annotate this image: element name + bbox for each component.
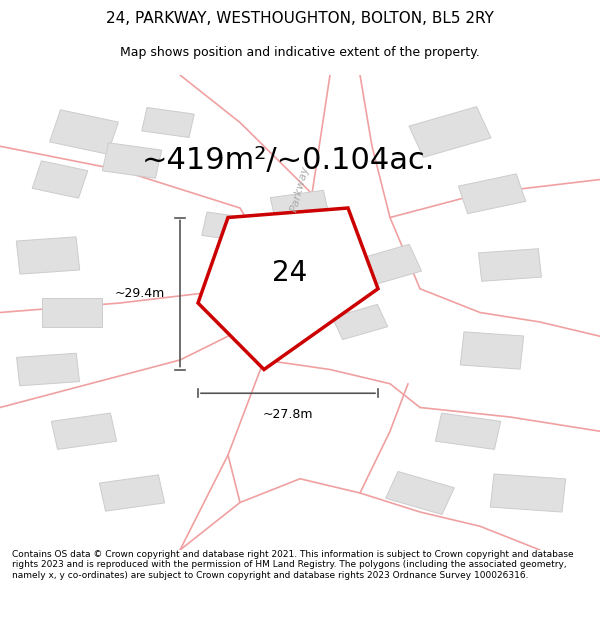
Polygon shape: [202, 212, 254, 242]
Polygon shape: [409, 107, 491, 158]
Text: 24: 24: [272, 259, 307, 287]
Polygon shape: [198, 208, 378, 369]
Polygon shape: [16, 237, 80, 274]
Polygon shape: [102, 142, 162, 178]
Polygon shape: [42, 298, 102, 327]
Polygon shape: [386, 471, 454, 514]
Text: Map shows position and indicative extent of the property.: Map shows position and indicative extent…: [120, 46, 480, 59]
Polygon shape: [460, 332, 524, 369]
Polygon shape: [332, 304, 388, 339]
Text: Parkway: Parkway: [289, 165, 311, 213]
Polygon shape: [270, 190, 330, 226]
Text: Contains OS data © Crown copyright and database right 2021. This information is : Contains OS data © Crown copyright and d…: [12, 550, 574, 580]
Polygon shape: [436, 413, 500, 449]
Polygon shape: [458, 174, 526, 214]
Polygon shape: [490, 474, 566, 512]
Text: ~29.4m: ~29.4m: [115, 287, 165, 300]
Text: 24, PARKWAY, WESTHOUGHTON, BOLTON, BL5 2RY: 24, PARKWAY, WESTHOUGHTON, BOLTON, BL5 2…: [106, 11, 494, 26]
Polygon shape: [52, 413, 116, 449]
Polygon shape: [358, 244, 422, 286]
Polygon shape: [479, 249, 541, 281]
Polygon shape: [50, 110, 118, 154]
Polygon shape: [32, 161, 88, 198]
Polygon shape: [17, 353, 79, 386]
Polygon shape: [142, 107, 194, 138]
Text: ~27.8m: ~27.8m: [263, 408, 313, 421]
Polygon shape: [100, 475, 164, 511]
Text: ~419m²/~0.104ac.: ~419m²/~0.104ac.: [142, 146, 434, 175]
